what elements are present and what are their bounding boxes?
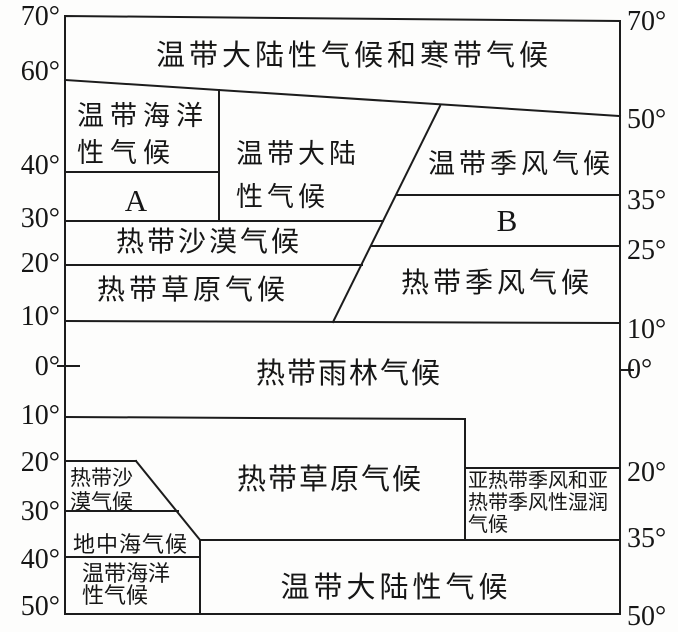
left-axis-tick-60n: 60° <box>20 56 60 87</box>
desert-boundary-diagonal-south <box>134 459 202 542</box>
left-axis-tick-30s: 30° <box>20 496 60 527</box>
right-axis-tick-0: 0° <box>627 354 653 385</box>
left-axis-tick-40n: 40° <box>20 150 60 181</box>
boundary-60n-50n-slant-line <box>63 78 622 118</box>
region-label-tropical-savanna-south: 热带草原气候 <box>236 464 424 496</box>
lat-10n-line <box>63 319 622 325</box>
right-axis-tick-50n: 50° <box>627 104 667 135</box>
region-label-temperate-oceanic-north: 温带海洋 性气候 <box>77 101 209 168</box>
region-label-tropical-desert-north: 热带沙漠气候 <box>115 227 303 258</box>
region-label-tropical-savanna-north: 热带草原气候 <box>96 275 290 306</box>
region-label-temperate-monsoon: 温带季风气候 <box>428 149 614 179</box>
left-axis-tick-40s: 40° <box>20 544 60 575</box>
right-axis-tick-20s: 20° <box>627 457 667 488</box>
right-axis-tick-35s: 35° <box>627 523 667 554</box>
left-axis-tick-0: 0° <box>34 351 60 382</box>
right-axis-tick-35n: 35° <box>627 185 667 216</box>
region-label-temperate-oceanic-south: 温带海洋 性气候 <box>82 561 171 608</box>
right-axis-tick-10n: 10° <box>627 314 667 345</box>
region-label-temperate-continental-north: 温带大陆 性气候 <box>236 139 360 212</box>
left-axis-tick-30n: 30° <box>20 203 60 234</box>
left-axis-tick-10s: 10° <box>20 400 60 431</box>
left-axis-tick-50s: 50° <box>20 591 60 622</box>
region-label-subtropical-monsoon-humid: 亚热带季风和亚 热带季风性湿润 气候 <box>468 470 608 536</box>
region-label-tropical-desert-south: 热带沙 漠气候 <box>70 466 133 514</box>
right-axis-tick-50s: 50° <box>627 601 667 632</box>
region-label-temperate-continental-south: 温带大陆性气候 <box>280 572 512 604</box>
region-label-tropical-monsoon: 热带季风气候 <box>400 268 594 299</box>
left-axis-tick-70n: 70° <box>20 1 60 32</box>
region-marker-b: B <box>496 203 518 238</box>
region-label-temperate-continental-and-polar: 温带大陆性气候和寒带气候 <box>155 40 553 72</box>
right-axis-tick-70n: 70° <box>627 6 667 37</box>
region-marker-a: A <box>124 183 148 218</box>
outer-border <box>64 14 621 615</box>
left-axis-tick-20s: 20° <box>20 447 60 478</box>
region-label-tropical-rainforest: 热带雨林气候 <box>255 358 443 390</box>
right-axis-tick-25n: 25° <box>627 235 667 266</box>
left-axis-tick-20n: 20° <box>20 248 60 279</box>
left-axis-tick-10n: 10° <box>20 301 60 332</box>
region-label-mediterranean: 地中海气候 <box>73 532 189 557</box>
lat-10s-line <box>63 415 467 421</box>
monsoon-boundary-diagonal-north <box>331 104 442 324</box>
